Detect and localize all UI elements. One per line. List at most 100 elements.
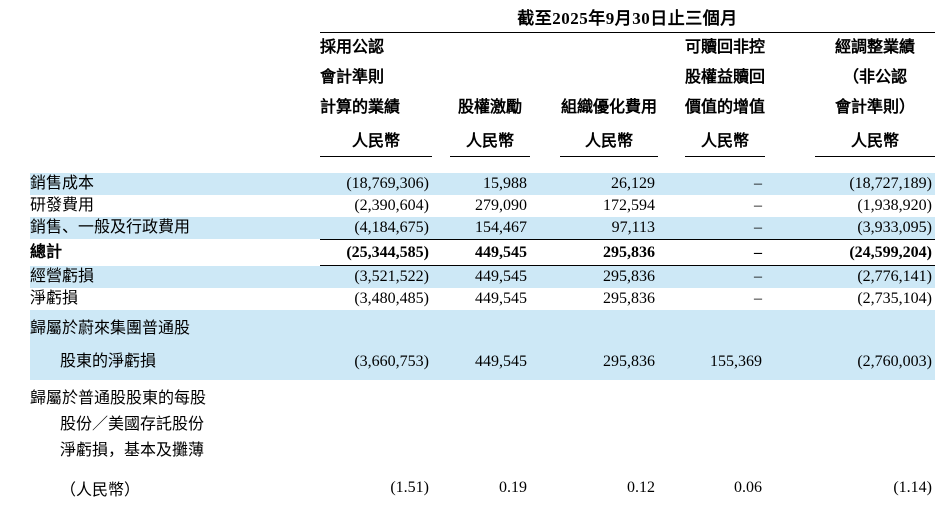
cell-value: (4,184,675) xyxy=(354,219,429,236)
table-row: 銷售、一般及行政費用 (4,184,675) 154,467 97,113 – … xyxy=(30,217,935,239)
cell-value: (1.14) xyxy=(893,479,932,496)
cell-value: 0.06 xyxy=(734,479,762,496)
currency-label: 人民幣 xyxy=(450,123,530,157)
table-head-zone: 截至2025年9月30日止三個月 xyxy=(320,8,935,33)
cell-value: – xyxy=(754,175,762,192)
header-line: （非公認 xyxy=(842,69,907,86)
row-values: (25,344,585) 449,545 295,836 – (24,599,2… xyxy=(320,239,935,266)
cell-value: 449,545 xyxy=(475,353,527,370)
cell-value: (18,769,306) xyxy=(346,175,429,192)
row-values: (3,660,753) 449,545 295,836 155,369 (2,7… xyxy=(320,312,935,378)
currency-label: 人民幣 xyxy=(560,123,658,157)
cell-value: 449,545 xyxy=(475,268,527,285)
currency-cell: 人民幣 xyxy=(432,123,530,157)
row-label-line: 總計 xyxy=(30,243,63,261)
cell-value: 26,129 xyxy=(611,175,655,192)
row-label-line: 歸屬於蔚來集團普通股 xyxy=(30,320,191,337)
cell-value: 0.19 xyxy=(499,479,527,496)
col-header-adjusted-non-gaap: 經調整業績 （非公認 會計準則） xyxy=(765,33,935,123)
header-line: 計算的業績 xyxy=(320,99,401,116)
row-label: 總計 xyxy=(30,239,320,266)
cell-value: (2,776,141) xyxy=(857,268,932,285)
cell-value: (2,735,104) xyxy=(857,290,932,307)
row-label-line: 股東的淨虧損 xyxy=(60,353,157,370)
cell-value: 0.12 xyxy=(627,479,655,496)
row-values: (4,184,675) 154,467 97,113 – (3,933,095) xyxy=(320,217,935,239)
row-values: (3,521,522) 449,545 295,836 – (2,776,141… xyxy=(320,266,935,288)
col-header-share-based-comp: 股權激勵 xyxy=(432,33,530,123)
cell-value: (2,760,003) xyxy=(857,353,932,370)
row-label: 銷售成本 xyxy=(30,173,320,195)
header-line: 價值的增值 xyxy=(685,99,766,116)
cell-value: – xyxy=(754,268,762,285)
table-column-headers: 採用公認 會計準則 計算的業績 股權激勵 組織優化費用 可贖回非控 股權益贖回 … xyxy=(320,33,935,123)
table-row: 銷售成本 (18,769,306) 15,988 26,129 – (18,72… xyxy=(30,173,935,195)
cell-value: 172,594 xyxy=(603,197,655,214)
cell-value: (24,599,204) xyxy=(849,243,932,261)
row-label: 研發費用 xyxy=(30,195,320,217)
cell-value: 154,467 xyxy=(475,219,527,236)
header-line: 會計準則） xyxy=(834,99,915,116)
period-title: 截至2025年9月30日止三個月 xyxy=(517,9,738,28)
currency-label: 人民幣 xyxy=(815,123,935,157)
cell-value: 97,113 xyxy=(611,219,655,236)
row-label-line: 淨虧損 xyxy=(30,290,79,307)
row-label-line: 經營虧損 xyxy=(30,268,95,285)
period-title-rule xyxy=(320,32,935,33)
header-line: 會計準則 xyxy=(320,69,385,86)
currency-cell: 人民幣 xyxy=(320,123,432,157)
cell-value: 15,988 xyxy=(483,175,527,192)
cell-value: (25,344,585) xyxy=(346,243,429,261)
header-line: 採用公認 xyxy=(320,39,385,56)
table-row: 經營虧損 (3,521,522) 449,545 295,836 – (2,77… xyxy=(30,266,935,288)
row-label-line: 淨虧損，基本及攤薄 xyxy=(60,442,205,459)
cell-value: 295,836 xyxy=(603,243,655,261)
row-label: 歸屬於蔚來集團普通股 股東的淨虧損 xyxy=(30,312,320,378)
row-label-line: （人民幣） xyxy=(60,482,141,499)
currency-cell: 人民幣 xyxy=(658,123,765,157)
cell-value: – xyxy=(754,243,762,261)
row-label: 淨虧損 xyxy=(30,288,320,310)
cell-value: 295,836 xyxy=(603,353,655,370)
cell-value: (3,660,753) xyxy=(354,353,429,370)
cell-value: – xyxy=(754,219,762,236)
col-header-gaap-results: 採用公認 會計準則 計算的業績 xyxy=(320,33,432,123)
row-label-line: 銷售、一般及行政費用 xyxy=(30,219,191,236)
row-values: (2,390,604) 279,090 172,594 – (1,938,920… xyxy=(320,195,935,217)
row-label-line: 歸屬於普通股股東的每股 xyxy=(30,390,207,407)
row-label: 歸屬於普通股股東的每股股份／美國存託股份 淨虧損，基本及攤薄 （人民幣） xyxy=(30,386,320,504)
row-label-line: 研發費用 xyxy=(30,197,95,214)
currency-label: 人民幣 xyxy=(320,123,432,157)
table-row: 歸屬於蔚來集團普通股 股東的淨虧損 (3,660,753) 449,545 295… xyxy=(30,310,935,380)
table-body: 銷售成本 (18,769,306) 15,988 26,129 – (18,72… xyxy=(30,173,935,504)
table-row: 歸屬於普通股股東的每股股份／美國存託股份 淨虧損，基本及攤薄 （人民幣） (1.51… xyxy=(30,380,935,504)
cell-value: (1,938,920) xyxy=(857,197,932,214)
header-line: 經調整業績 xyxy=(834,39,915,56)
cell-value: (3,933,095) xyxy=(857,219,932,236)
header-line: 股權益贖回 xyxy=(685,69,766,86)
header-line: 組織優化費用 xyxy=(560,99,657,116)
table-row: 淨虧損 (3,480,485) 449,545 295,836 – (2,735… xyxy=(30,288,935,310)
currency-cell: 人民幣 xyxy=(765,123,935,157)
currency-cell: 人民幣 xyxy=(530,123,658,157)
row-values: (1.51) 0.19 0.12 0.06 (1.14) xyxy=(320,386,935,504)
currency-row: 人民幣 人民幣 人民幣 人民幣 人民幣 xyxy=(320,123,935,157)
table-row: 總計 (25,344,585) 449,545 295,836 – (24,59… xyxy=(30,239,935,266)
cell-value: 155,369 xyxy=(710,353,762,370)
currency-label: 人民幣 xyxy=(685,123,765,157)
cell-value: 295,836 xyxy=(603,290,655,307)
row-values: (18,769,306) 15,988 26,129 – (18,727,189… xyxy=(320,173,935,195)
cell-value: – xyxy=(754,290,762,307)
cell-value: 279,090 xyxy=(475,197,527,214)
header-line: 可贖回非控 xyxy=(685,39,766,56)
header-line: 股權激勵 xyxy=(457,99,522,116)
row-values: (3,480,485) 449,545 295,836 – (2,735,104… xyxy=(320,288,935,310)
row-label: 經營虧損 xyxy=(30,266,320,288)
cell-value: (2,390,604) xyxy=(354,197,429,214)
row-label: 銷售、一般及行政費用 xyxy=(30,217,320,239)
cell-value: (1.51) xyxy=(390,479,429,496)
row-label-line: 股份／美國存託股份 xyxy=(60,416,205,433)
cell-value: 295,836 xyxy=(603,268,655,285)
col-header-redeemable-nci-accretion: 可贖回非控 股權益贖回 價值的增值 xyxy=(658,33,765,123)
